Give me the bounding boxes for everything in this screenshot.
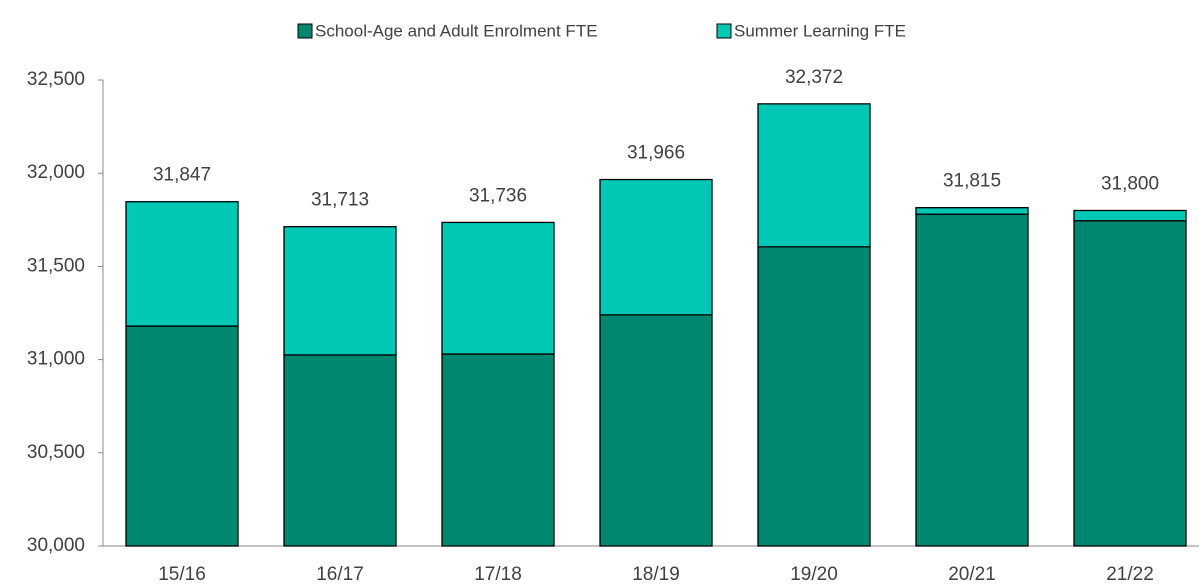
- bar-segment: [915, 207, 1029, 215]
- y-tick-label: 32,000: [27, 162, 85, 183]
- bar-segment: [1073, 209, 1187, 222]
- y-tick-label: 31,000: [27, 349, 85, 370]
- legend-label: Summer Learning FTE: [734, 21, 906, 40]
- total-label: 31,736: [469, 185, 527, 206]
- total-label: 31,847: [153, 165, 211, 186]
- bar-segment: [757, 246, 871, 547]
- x-tick-label: 16/17: [316, 564, 364, 585]
- x-tick-label: 17/18: [474, 564, 522, 585]
- bar-segment: [283, 354, 397, 547]
- y-tick-label: 30,500: [27, 442, 85, 463]
- y-tick-label: 31,500: [27, 255, 85, 276]
- x-tick-label: 19/20: [790, 564, 838, 585]
- bar-segment: [283, 226, 397, 356]
- bar-segment: [915, 213, 1029, 547]
- total-label: 31,713: [311, 190, 369, 211]
- bar-segment: [441, 353, 555, 547]
- bar-segment: [125, 201, 239, 327]
- total-label: 31,966: [627, 143, 685, 164]
- bar-segment: [757, 103, 871, 248]
- y-tick-label: 30,000: [27, 535, 85, 556]
- total-label: 31,800: [1101, 173, 1159, 194]
- bar-segment: [1073, 220, 1187, 547]
- y-tick-label: 32,500: [27, 69, 85, 90]
- total-label: 31,815: [943, 171, 1001, 192]
- legend-swatch: [297, 23, 313, 39]
- x-tick-label: 18/19: [632, 564, 680, 585]
- total-label: 32,372: [785, 67, 843, 88]
- bar-segment: [599, 314, 713, 547]
- legend-swatch: [716, 23, 732, 39]
- bar-segment: [599, 178, 713, 316]
- bar-segment: [125, 325, 239, 547]
- x-tick-label: 21/22: [1106, 564, 1154, 585]
- legend-label: School-Age and Adult Enrolment FTE: [315, 21, 598, 40]
- x-tick-label: 20/21: [948, 564, 996, 585]
- bar-segment: [441, 221, 555, 355]
- x-tick-label: 15/16: [158, 564, 206, 585]
